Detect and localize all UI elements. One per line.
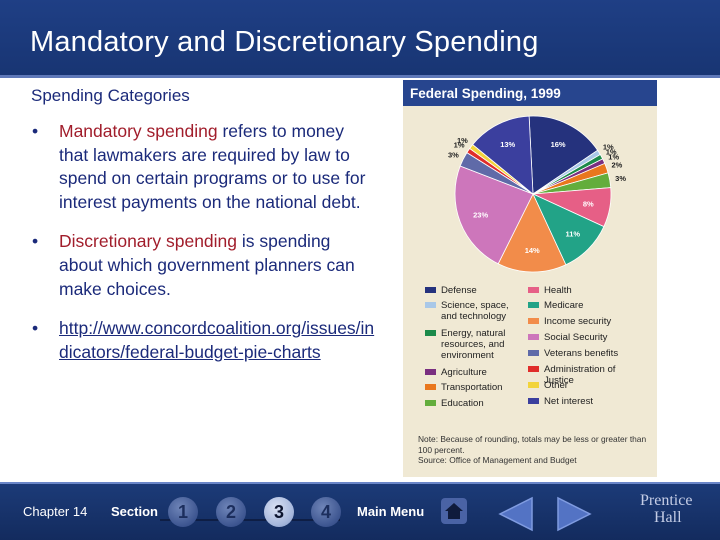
main-menu-button[interactable]: Main Menu [357,504,425,519]
bullet-discretionary: • Discretionary spending is spending abo… [30,230,375,301]
term-mandatory: Mandatory spending [59,121,218,141]
legend-swatch [425,384,436,390]
bullet-dot: • [32,121,39,141]
section-4-button[interactable]: 4 [311,497,341,527]
legend-label: Social Security [544,332,608,343]
pie-data-label: 2% [612,160,623,169]
legend-label: Agriculture [441,367,487,378]
bullet-list: • Mandatory spending refers to money tha… [30,120,375,380]
legend-label: Health [544,285,572,296]
legend-label: Veterans benefits [544,348,619,359]
legend-swatch [425,330,436,336]
legend-item: Medicare [528,300,628,311]
chart-note: Note: Because of rounding, totals may be… [418,434,650,466]
pie-data-label: 1% [457,136,468,145]
bullet-text: refers to money that lawmakers are requi… [59,121,366,212]
section-track [160,519,340,521]
legend-swatch [528,318,539,324]
pie-slice-net-interest [472,115,534,195]
legend-swatch [425,369,436,375]
legend-label: Transportation [441,382,503,393]
legend-swatch [425,287,436,293]
legend-label: Net interest [544,396,594,407]
legend-swatch [528,398,539,404]
pie-data-label: 1% [454,140,465,149]
legend-item: Science, space, and technology [425,300,525,322]
bullet-dot: • [32,231,39,252]
legend-label: Administration of Justice [544,364,616,386]
legend-item: Transportation [425,382,525,393]
legend-swatch [425,302,436,308]
legend-item: Social Security [528,332,628,343]
legend-swatch [528,334,539,340]
concord-coalition-link[interactable]: http://www.concordcoalition.org/issues/i… [59,318,375,362]
bullet-link: • http://www.concordcoalition.org/issues… [30,317,375,364]
pie-slice-defense [528,115,599,195]
bullet-dot: • [32,318,39,339]
forward-arrow-icon[interactable] [552,492,596,536]
legend-item: Defense [425,285,525,296]
pie-data-label: 23% [473,210,488,219]
pie-data-label: 14% [525,246,540,255]
legend-item: Education [425,398,525,409]
slide-subtitle: Spending Categories [31,86,190,105]
section-1-button[interactable]: 1 [168,497,198,527]
pie-data-label: 11% [565,230,580,239]
pie-data-label: 1% [603,143,614,152]
bullet-text: is spending about which government plann… [59,231,355,299]
section-3-button[interactable]: 3 [264,497,294,527]
section-label: Section [111,504,158,519]
legend-swatch [528,366,539,372]
pie-data-label: 1% [608,153,619,162]
legend-swatch [528,350,539,356]
legend-label: Education [441,398,484,409]
legend-label: Science, space, and technology [441,300,509,322]
term-discretionary: Discretionary spending [59,231,238,252]
legend-item: Energy, natural resources, and environme… [425,328,525,361]
pie-data-label: 3% [615,174,626,183]
federal-spending-chart: 16% 1% 1% 1% 2% 3% 8% 11% 14% 23% 3% 1% 1% 13% Federa… [403,80,657,477]
chart-title: Federal Spending, 1999 [403,80,657,106]
bullet-mandatory: • Mandatory spending refers to money tha… [30,120,375,214]
legend-swatch [528,302,539,308]
pie-data-label: 13% [500,140,515,149]
pie-data-label: 16% [551,140,566,149]
legend-item: Other [528,380,628,391]
back-arrow-icon[interactable] [494,492,538,536]
publisher-line-2: Hall [654,509,682,526]
legend-label: Other [544,380,568,391]
legend-item: Health [528,285,628,296]
pie-data-label: 1% [606,147,617,156]
section-2-button[interactable]: 2 [216,497,246,527]
footer-nav: Chapter 14 Section 1 2 3 4 Main Menu Pre… [0,482,720,540]
legend-label: Energy, natural resources, and environme… [441,328,506,361]
legend-swatch [528,382,539,388]
source-note: Source: Office of Management and Budget [418,455,577,465]
title-bar: Mandatory and Discretionary Spending [0,0,720,78]
legend-item: Veterans benefits [528,348,628,359]
legend-item: Income security [528,316,628,327]
home-icon[interactable] [440,497,468,525]
pie-data-label: 8% [583,200,594,209]
publisher-logo: Prentice Hall [640,492,692,526]
legend-swatch [528,287,539,293]
rounding-note: Note: Because of rounding, totals may be… [418,434,647,455]
pie-chart: 16% 1%1%1%2%3%8%11%14%23%3%1%1% 13% [448,115,626,273]
pie-slice-social-security [454,165,534,265]
legend-item: Agriculture [425,367,525,378]
legend-item: Administration of Justice [528,364,628,386]
legend-swatch [425,400,436,406]
publisher-line-1: Prentice [640,492,693,509]
legend-label: Defense [441,285,477,296]
pie-slice-income-security [497,193,567,273]
slide-title: Mandatory and Discretionary Spending [30,26,539,58]
legend-item: Net interest [528,396,628,407]
legend-label: Medicare [544,300,584,311]
chapter-label: Chapter 14 [23,504,88,519]
pie-data-label: 3% [448,150,459,159]
legend-label: Income security [544,316,612,327]
